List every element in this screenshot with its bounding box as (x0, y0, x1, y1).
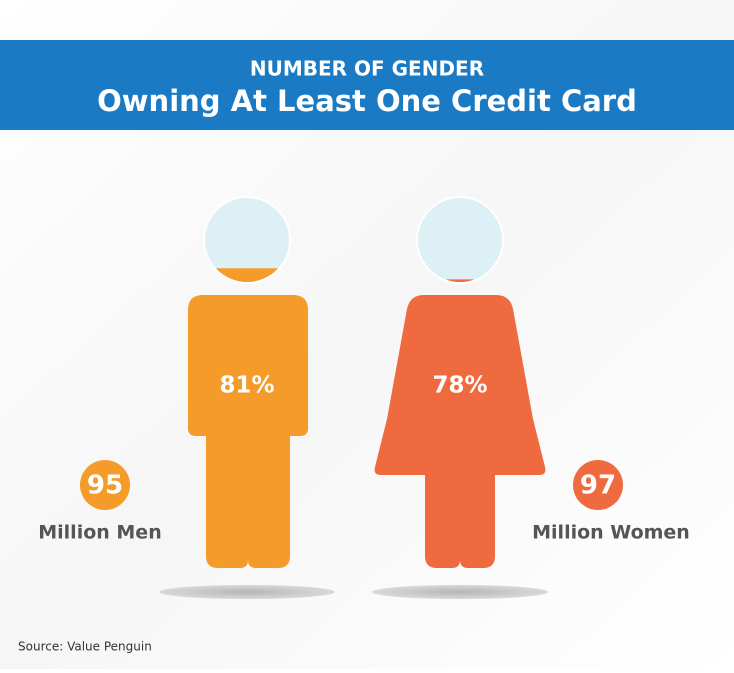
figure-fill (188, 268, 308, 568)
source: Source: Value Penguin (18, 640, 152, 654)
title: NUMBER OF GENDER (250, 57, 484, 81)
category-label: Million Women (532, 522, 690, 544)
banner (0, 40, 734, 130)
subtitle: Owning At Least One Credit Card (97, 84, 637, 118)
shadow (159, 585, 335, 599)
count-badge (80, 460, 130, 510)
count-label: 95 (87, 471, 123, 501)
value-label: 81% (219, 373, 274, 399)
value-label: 78% (432, 373, 487, 399)
count-badge (573, 460, 623, 510)
shadow (372, 585, 548, 599)
category-label: Million Men (38, 522, 161, 544)
count-label: 97 (580, 471, 616, 501)
